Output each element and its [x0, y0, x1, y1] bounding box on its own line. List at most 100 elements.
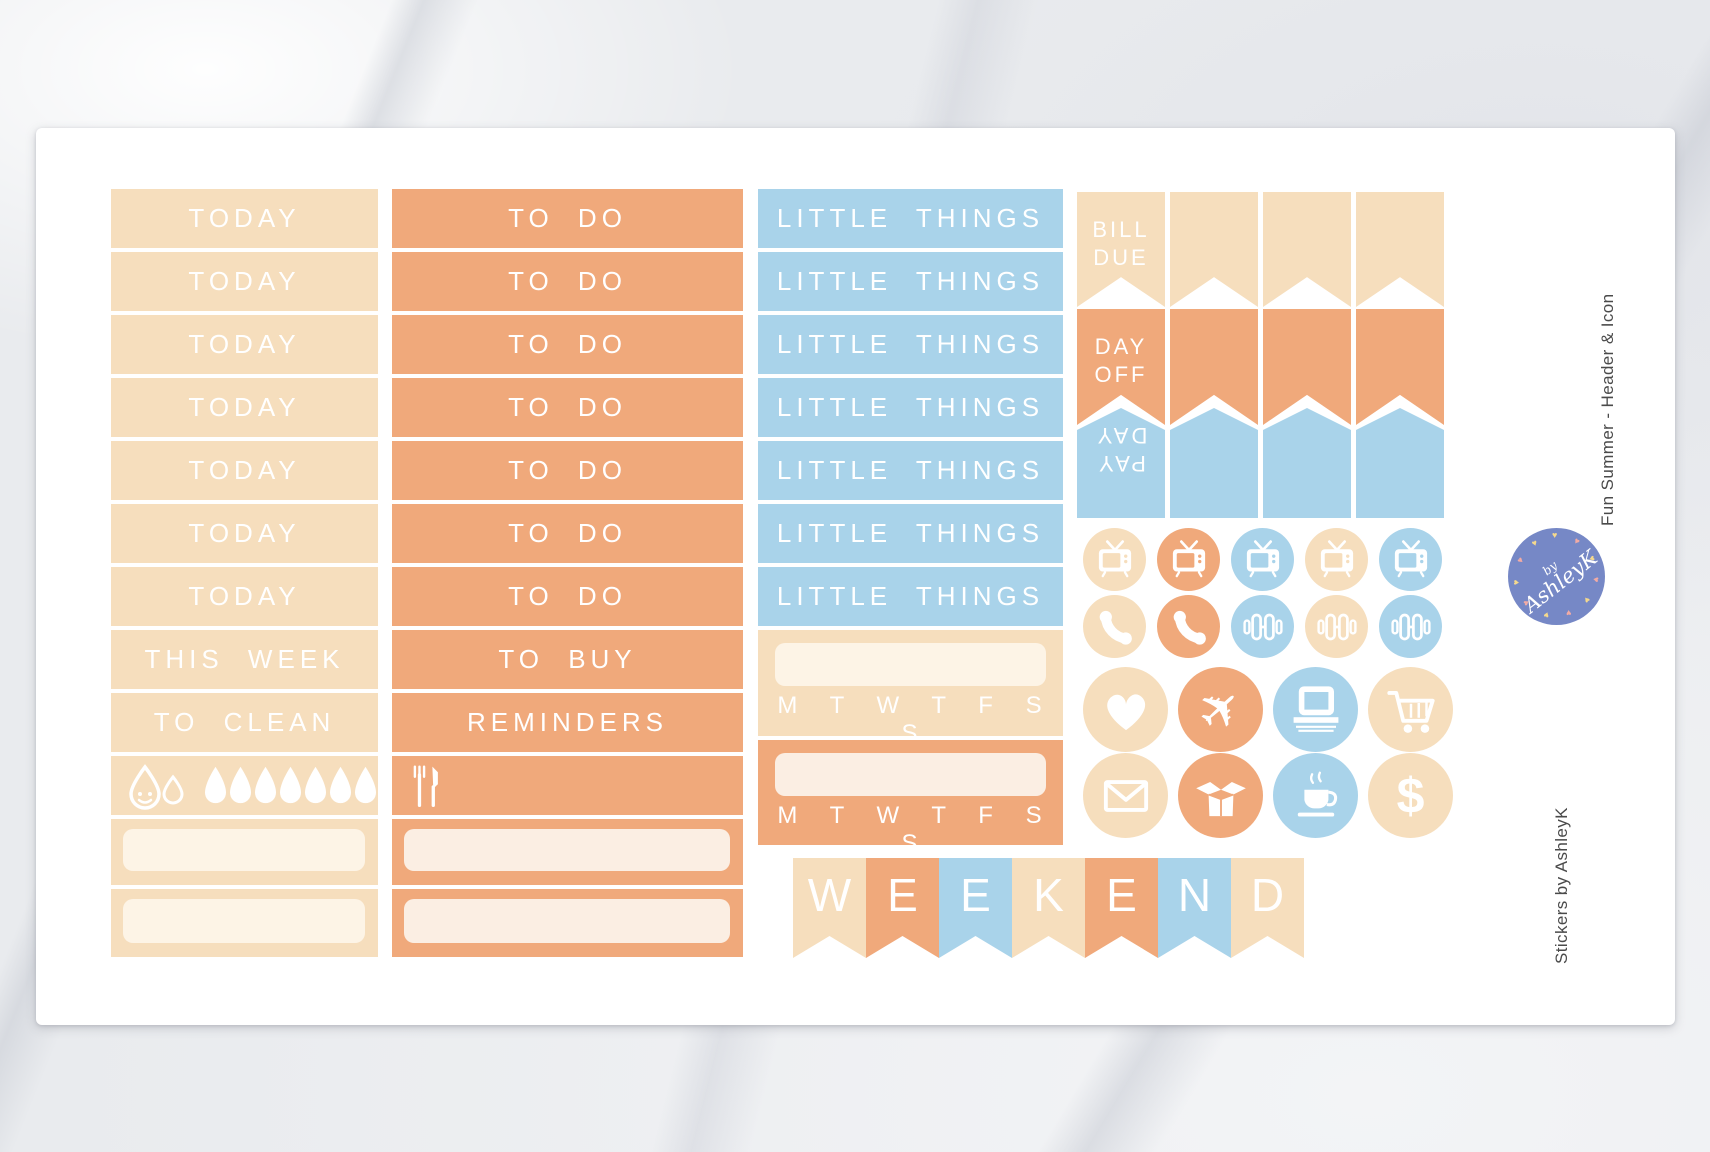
blank-flag — [1356, 408, 1444, 518]
weekend-letter: E — [1106, 869, 1137, 921]
today-sticker: TODAY — [111, 567, 378, 626]
weekend-banner-sticker: W E E K E N D — [793, 858, 1304, 958]
to-clean-label: TO CLEAN — [153, 707, 336, 737]
weekend-letter: E — [887, 869, 918, 921]
coffee-icon — [1273, 753, 1358, 838]
today-label: TODAY — [188, 203, 301, 233]
water-drop-icons — [189, 765, 388, 807]
phone-icon — [1083, 595, 1146, 658]
label-write-area — [123, 899, 365, 943]
blank-label-sticker — [111, 889, 378, 957]
weekend-letter-flag: K — [1012, 858, 1085, 958]
tv-icon — [1379, 528, 1442, 591]
weekend-letter: E — [960, 869, 991, 921]
today-sticker: TODAY — [111, 315, 378, 374]
today-sticker: TODAY — [111, 378, 378, 437]
todo-label: TO DO — [508, 518, 627, 548]
today-label: TODAY — [188, 581, 301, 611]
envelope-icon — [1083, 753, 1168, 838]
meals-tracker-sticker — [392, 756, 743, 815]
column-today: TODAY TODAY TODAY TODAY TODAY TODAY TODA… — [111, 189, 378, 957]
water-drop-icon — [255, 766, 276, 803]
tracker-days: M T W T F S S — [777, 802, 1044, 857]
day-off-label: DAY OFF — [1094, 334, 1148, 387]
bill-due-flag: BILL DUE — [1077, 192, 1165, 307]
todo-label: TO DO — [508, 266, 627, 296]
tracker-days: M T W T F S S — [777, 692, 1044, 747]
little-things-sticker: LITTLE THINGS — [758, 252, 1063, 311]
blank-flag — [1356, 192, 1444, 307]
todo-sticker: TO DO — [392, 189, 743, 248]
tv-icon — [1231, 528, 1294, 591]
pay-day-flag-row: PAY DAY — [1077, 408, 1444, 518]
weekend-letter: K — [1033, 869, 1064, 921]
little-things-label: LITTLE THINGS — [776, 392, 1045, 422]
todo-label: TO DO — [508, 392, 627, 422]
blank-flag — [1263, 192, 1351, 307]
blank-label-sticker — [392, 819, 743, 885]
heart-icon — [1083, 667, 1168, 752]
dollar-icon: $ — [1368, 753, 1453, 838]
little-things-sticker: LITTLE THINGS — [758, 504, 1063, 563]
phone-icon — [1157, 595, 1220, 658]
todo-label: TO DO — [508, 329, 627, 359]
today-sticker: TODAY — [111, 252, 378, 311]
today-label: TODAY — [188, 392, 301, 422]
pay-day-label: PAY DAY — [1094, 423, 1148, 477]
dumbbell-icon — [1231, 595, 1294, 658]
today-label: TODAY — [188, 329, 301, 359]
todo-sticker: TO DO — [392, 504, 743, 563]
column-todo: TO DO TO DO TO DO TO DO TO DO TO DO TO D… — [392, 189, 743, 957]
little-things-sticker: LITTLE THINGS — [758, 441, 1063, 500]
this-week-sticker: THIS WEEK — [111, 630, 378, 689]
tv-icon — [1157, 528, 1220, 591]
blank-label-sticker — [392, 889, 743, 957]
todo-label: TO DO — [508, 203, 627, 233]
product-title-vertical: Fun Summer - Header & Icon — [1598, 293, 1617, 526]
tracker-write-area — [775, 643, 1046, 686]
water-drop-icon — [305, 766, 326, 803]
icon-row-heart-plane: ✈ — [1083, 667, 1453, 752]
todo-label: TO DO — [508, 581, 627, 611]
water-drop-icon — [205, 766, 226, 803]
logo-name-text: AshleyK — [1518, 545, 1602, 618]
brand-logo-script: by AshleyK — [1488, 508, 1624, 644]
weekend-letter: W — [807, 869, 852, 921]
dumbbell-icon — [1379, 595, 1442, 658]
sticker-sheet: TODAY TODAY TODAY TODAY TODAY TODAY TODA… — [36, 128, 1675, 1025]
heart-deco-icon: ♥ — [1552, 530, 1558, 540]
bill-due-label: BILL DUE — [1092, 217, 1150, 270]
tracker-write-area — [775, 753, 1046, 796]
brand-logo: ♥ ♥ ♥ ♥ ♥ ♥ ♥ ♥ ♥ ♥ ♥ by AshleyK — [1508, 528, 1605, 625]
weekly-tracker-sticker-orange: M T W T F S S — [758, 740, 1063, 857]
blank-label-sticker — [111, 819, 378, 885]
todo-label: TO DO — [508, 455, 627, 485]
weekend-letter-flag: N — [1158, 858, 1231, 958]
little-things-sticker: LITTLE THINGS — [758, 378, 1063, 437]
icon-row-mail-coffee: $ — [1083, 753, 1453, 838]
today-label: TODAY — [188, 266, 301, 296]
little-things-label: LITTLE THINGS — [776, 581, 1045, 611]
today-sticker: TODAY — [111, 441, 378, 500]
weekend-letter-flag: E — [1085, 858, 1158, 958]
weekend-letter-flag: W — [793, 858, 866, 958]
water-drop-icon — [355, 766, 376, 803]
little-things-label: LITTLE THINGS — [776, 329, 1045, 359]
todo-sticker: TO DO — [392, 252, 743, 311]
little-things-sticker: LITTLE THINGS — [758, 315, 1063, 374]
todo-sticker: TO DO — [392, 567, 743, 626]
weekend-letter: N — [1177, 869, 1212, 921]
little-things-label: LITTLE THINGS — [776, 203, 1045, 233]
icon-row-phone-dumbbell — [1083, 595, 1442, 658]
blank-flag — [1263, 408, 1351, 518]
today-sticker: TODAY — [111, 504, 378, 563]
to-buy-label: TO BUY — [498, 644, 637, 674]
today-sticker: TODAY — [111, 189, 378, 248]
blank-flag — [1170, 408, 1258, 518]
weekend-letter-flag: E — [939, 858, 1012, 958]
little-things-label: LITTLE THINGS — [776, 518, 1045, 548]
bill-due-flag-row: BILL DUE — [1077, 192, 1444, 307]
open-box-icon — [1178, 753, 1263, 838]
column-little-things: LITTLE THINGS LITTLE THINGS LITTLE THING… — [758, 189, 1063, 857]
